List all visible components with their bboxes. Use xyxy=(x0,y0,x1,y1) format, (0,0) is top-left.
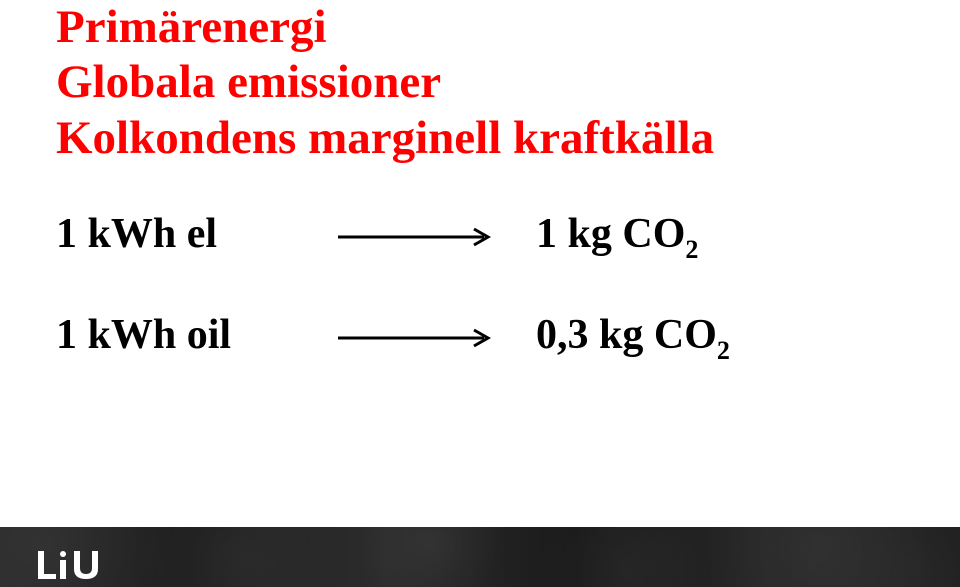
row-left-pre: 1 kWh el xyxy=(56,211,217,257)
conversion-row: 1 kWh oil 0,3 kg CO2 xyxy=(56,311,876,364)
liu-logo xyxy=(36,547,114,583)
row-left-label: 1 kWh oil xyxy=(56,311,336,364)
heading-line-2: Globala emissioner xyxy=(56,55,876,110)
arrow-icon xyxy=(336,326,506,350)
content-area: 1 kWh el 1 kg CO2 1 kWh oil xyxy=(56,210,876,413)
row-right-label: 1 kg CO2 xyxy=(526,210,698,263)
row-right-pre: 0,3 kg CO xyxy=(536,312,717,358)
row-right-sub: 2 xyxy=(717,336,730,365)
heading-line-3: Kolkondens marginell kraftkälla xyxy=(56,111,876,166)
row-right-label: 0,3 kg CO2 xyxy=(526,311,730,364)
arrow-container xyxy=(336,326,526,350)
arrow-container xyxy=(336,225,526,249)
row-right-pre: 1 kg CO xyxy=(536,211,685,257)
footer-chalkboard-bg xyxy=(0,527,960,587)
arrow-icon xyxy=(336,225,506,249)
row-left-label: 1 kWh el xyxy=(56,210,336,263)
heading-line-1: Primärenergi xyxy=(56,0,876,55)
row-right-sub: 2 xyxy=(685,235,698,264)
conversion-row: 1 kWh el 1 kg CO2 xyxy=(56,210,876,263)
slide-footer xyxy=(0,527,960,587)
slide-heading: Primärenergi Globala emissioner Kolkonde… xyxy=(56,0,876,166)
slide: Primärenergi Globala emissioner Kolkonde… xyxy=(0,0,960,587)
row-left-pre: 1 kWh oil xyxy=(56,312,231,358)
